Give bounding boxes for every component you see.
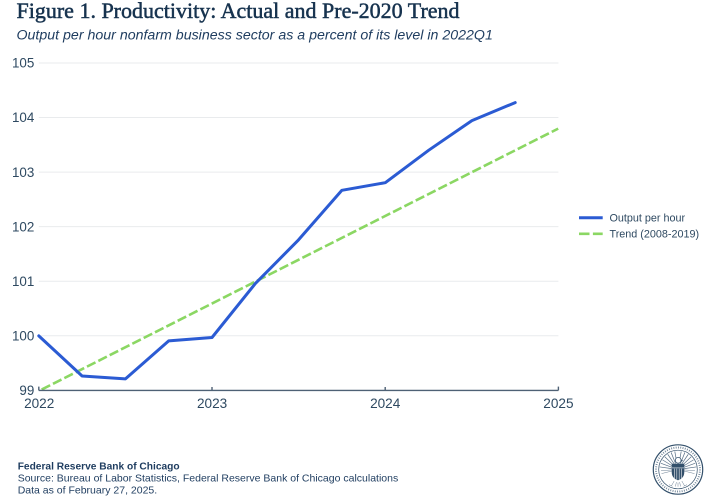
svg-text:101: 101: [12, 274, 34, 289]
svg-text:2024: 2024: [370, 396, 401, 411]
svg-text:Federal Reserve Bank of Chicag: Federal Reserve Bank of Chicago: [18, 461, 180, 472]
svg-text:Figure 1. Productivity: Actual: Figure 1. Productivity: Actual and Pre-2…: [17, 0, 460, 23]
svg-text:105: 105: [12, 56, 34, 71]
svg-text:2025: 2025: [543, 396, 573, 411]
svg-text:2023: 2023: [197, 396, 227, 411]
svg-text:Data as of February 27, 2025.: Data as of February 27, 2025.: [18, 485, 158, 497]
svg-text:99: 99: [19, 383, 34, 398]
svg-text:Output per hour: Output per hour: [610, 213, 686, 225]
svg-text:102: 102: [12, 219, 34, 234]
svg-text:Output per hour nonfarm busine: Output per hour nonfarm business sector …: [17, 27, 493, 43]
svg-text:104: 104: [12, 110, 35, 125]
svg-text:2022: 2022: [24, 396, 54, 411]
svg-text:103: 103: [12, 165, 34, 180]
svg-text:Source: Bureau of Labor Statis: Source: Bureau of Labor Statistics, Fede…: [18, 472, 399, 484]
svg-text:Trend (2008-2019): Trend (2008-2019): [610, 229, 700, 241]
svg-text:100: 100: [12, 328, 34, 343]
